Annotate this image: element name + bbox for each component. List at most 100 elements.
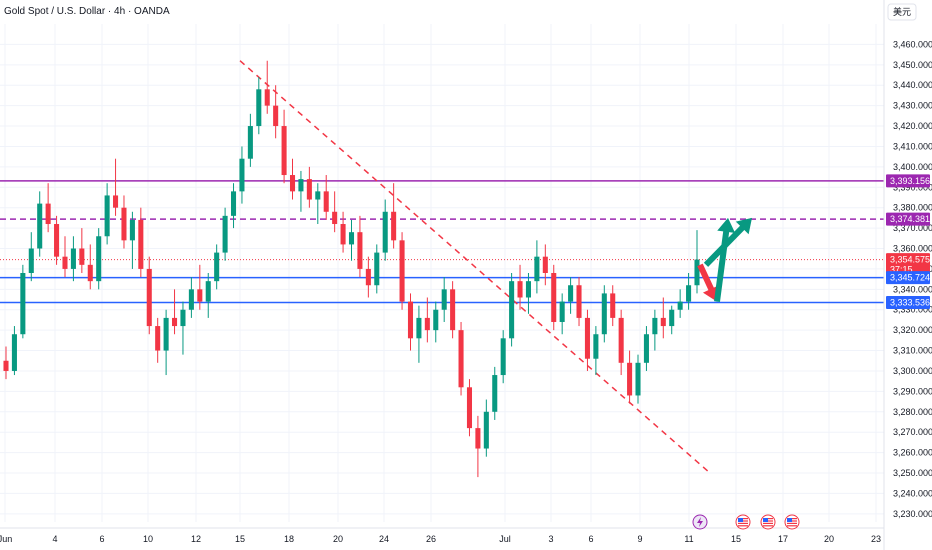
y-tick-label: 3,240.000 [893,488,932,498]
candle-body [466,387,473,429]
x-tick-label: 15 [235,534,245,544]
x-tick-label: 9 [637,534,642,544]
flag-stripe [763,525,773,527]
candle-body [618,317,624,363]
x-tick-label: Jul [499,534,511,544]
x-tick-label: 10 [143,534,153,544]
candle-body [163,317,169,351]
candle-body [79,248,85,265]
x-tick-label: 3 [548,534,553,544]
candle-body [441,289,447,310]
candle-body [45,203,51,225]
candle-body [281,126,287,176]
countdown-text: 37:15 [890,265,913,275]
candle-body [500,338,506,376]
grid [0,24,884,522]
candle-body [11,334,17,371]
y-tick-label: 3,280.000 [893,407,932,417]
candle-body [365,268,371,286]
candle-body [332,211,338,225]
flag-stripe [738,525,748,527]
us-flag-icon[interactable] [784,514,800,530]
projection-arrows [697,217,752,302]
candle-body [230,191,237,216]
candle-body [492,375,498,412]
x-tick-label: 6 [99,534,104,544]
candle-body [54,224,60,257]
candle-body [197,289,203,302]
price-tags: 3,393.156 3,374.381 3,354.57537:153,345.72… [886,174,930,310]
y-tick-label: 3,410.000 [893,141,932,151]
candle-body [677,301,683,310]
y-tick-label: 3,250.000 [893,468,932,478]
x-tick-label: 18 [284,534,294,544]
chart-title: Gold Spot / U.S. Dollar · 4h · OANDA [4,6,170,17]
candle-body [627,362,633,396]
candle-body [458,330,464,388]
y-tick-label: 3,270.000 [893,427,932,437]
candle-body [256,89,262,127]
candle-body [28,248,34,273]
price-tag-box [886,174,930,188]
candle-body [273,105,279,127]
candle-body [559,301,565,322]
candle-body [483,411,489,449]
candle-body [104,195,110,237]
lightning-bolt [697,517,703,527]
candle-body [323,191,329,212]
candle-body [399,240,405,302]
x-tick-label: Jun [0,534,12,544]
candle-body [694,259,700,286]
lightning-icon[interactable] [692,514,708,530]
candle-body [568,285,574,302]
candle-body [450,289,456,331]
x-tick-label: 12 [191,534,201,544]
candle-body [433,309,439,331]
candle-body [635,362,641,396]
x-tick-label: 17 [778,534,788,544]
candle-body [180,309,186,327]
y-tick-label: 3,380.000 [893,203,932,213]
x-tick-label: 4 [52,534,57,544]
us-flag-icon[interactable] [760,514,776,530]
candle-body [62,256,68,269]
flag-stripe [787,525,797,527]
candle-body [357,232,363,269]
candle-body [669,309,675,327]
candle-body [129,219,135,241]
us-flag-icon[interactable] [735,514,751,530]
price-tag-value: 3,333.536 [890,298,930,308]
candles [3,60,700,478]
y-tick-label: 3,440.000 [893,80,932,90]
candle-body [407,301,414,339]
candle-body [660,317,666,327]
candle-body [239,158,245,192]
price-tag-value: 3,393.156 [890,176,930,186]
y-tick-label: 3,340.000 [893,284,932,294]
y-tick-label: 3,230.000 [893,509,932,519]
candle-body [584,317,590,359]
candle-body [188,289,194,310]
x-tick-label: 23 [871,534,881,544]
candle-body [155,326,161,351]
down-arrow [697,263,720,302]
currency-label: 美元 [893,6,911,17]
arrow-shape [714,217,736,302]
currency-button[interactable]: 美元 [887,3,917,21]
price-tag-box [886,212,930,226]
candle-body [416,317,422,339]
y-tick-label: 3,330.000 [893,305,932,315]
candle-body [391,211,397,241]
candle-body [475,428,481,449]
candle-body [289,175,296,192]
price-tag-value: 3,374.381 [890,214,930,224]
flag-stripe [763,522,773,524]
y-tick-label: 3,360.000 [893,244,932,254]
flag-canton [787,518,792,522]
candle-body [315,191,321,200]
y-tick-label: 3,450.000 [893,60,932,70]
candle-body [643,334,649,363]
x-tick-label: 15 [731,534,741,544]
